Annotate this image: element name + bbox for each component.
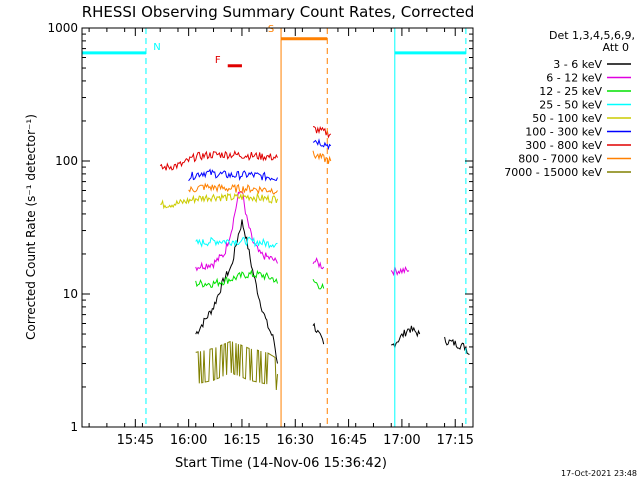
legend-entry-label: 50 - 100 keV: [532, 112, 602, 125]
series-line-7-3: [188, 182, 278, 195]
legend-entry-label: 800 - 7000 keV: [518, 153, 602, 166]
legend-entry-label: 12 - 25 keV: [539, 85, 602, 98]
legend-entry-label: 300 - 800 keV: [525, 139, 602, 152]
legend-entry-label: 7000 - 15000 keV: [504, 166, 602, 179]
flag-label-F: F: [215, 55, 221, 66]
series-line-7-4: [312, 150, 332, 164]
legend-entry-label: 6 - 12 keV: [546, 72, 602, 85]
series-line-5-3: [188, 168, 278, 182]
series-line-8-3: [195, 340, 278, 391]
x-tick-label: 17:00: [383, 433, 420, 448]
x-tick-label: 16:00: [170, 433, 207, 448]
legend-entry-label: 100 - 300 keV: [525, 126, 602, 139]
y-tick-label: 1000: [47, 21, 78, 35]
series-line-6-4: [312, 125, 332, 139]
x-tick-label: 16:45: [330, 433, 367, 448]
y-axis-label: Corrected Count Rate (s⁻¹ detector⁻¹): [24, 114, 38, 340]
legend-header-attenuator: Att 0: [603, 41, 629, 54]
series-line-0-7: [444, 336, 470, 356]
series-line-1-3: [195, 191, 278, 272]
chart-title: RHESSI Observing Summary Count Rates, Co…: [82, 3, 475, 21]
x-tick-label: 15:45: [117, 433, 154, 448]
y-tick-label: 100: [55, 154, 78, 168]
flag-label-N: N: [153, 42, 160, 53]
axes: 1 10 100 1000 15:45 16:00 16:15 16:30 16:45 17:00…: [47, 21, 474, 448]
timestamp-footer: 17-Oct-2021 23:48: [561, 469, 637, 478]
series-line-3-3: [195, 236, 278, 249]
series-line-4-2: [160, 191, 278, 210]
x-axis-label: Start Time (14-Nov-06 15:36:42): [175, 456, 387, 471]
series-group: [159, 125, 470, 391]
plot-area: N S F: [82, 24, 470, 427]
series-line-1-4: [312, 257, 325, 270]
series-line-0-4: [312, 322, 325, 345]
series-line-2-4: [312, 278, 325, 290]
flag-label-S: S: [268, 24, 274, 35]
x-tick-label: 16:15: [223, 433, 260, 448]
x-tick-label: 16:30: [277, 433, 314, 448]
plot-frame: [81, 27, 474, 428]
series-line-6-3: [159, 150, 278, 171]
series-line-0-6: [391, 325, 421, 349]
legend-entry-label: 3 - 6 keV: [553, 58, 602, 71]
series-line-1-6: [390, 265, 410, 277]
y-tick-label: 1: [70, 420, 78, 434]
y-tick-label: 10: [63, 287, 78, 301]
series-line-5-4: [312, 138, 332, 151]
x-tick-label: 17:15: [436, 433, 473, 448]
legend-entry-label: 25 - 50 keV: [539, 99, 602, 112]
legend-header-detectors: Det 1,3,4,5,6,9,: [549, 29, 635, 42]
series-line-2-3: [195, 269, 278, 288]
